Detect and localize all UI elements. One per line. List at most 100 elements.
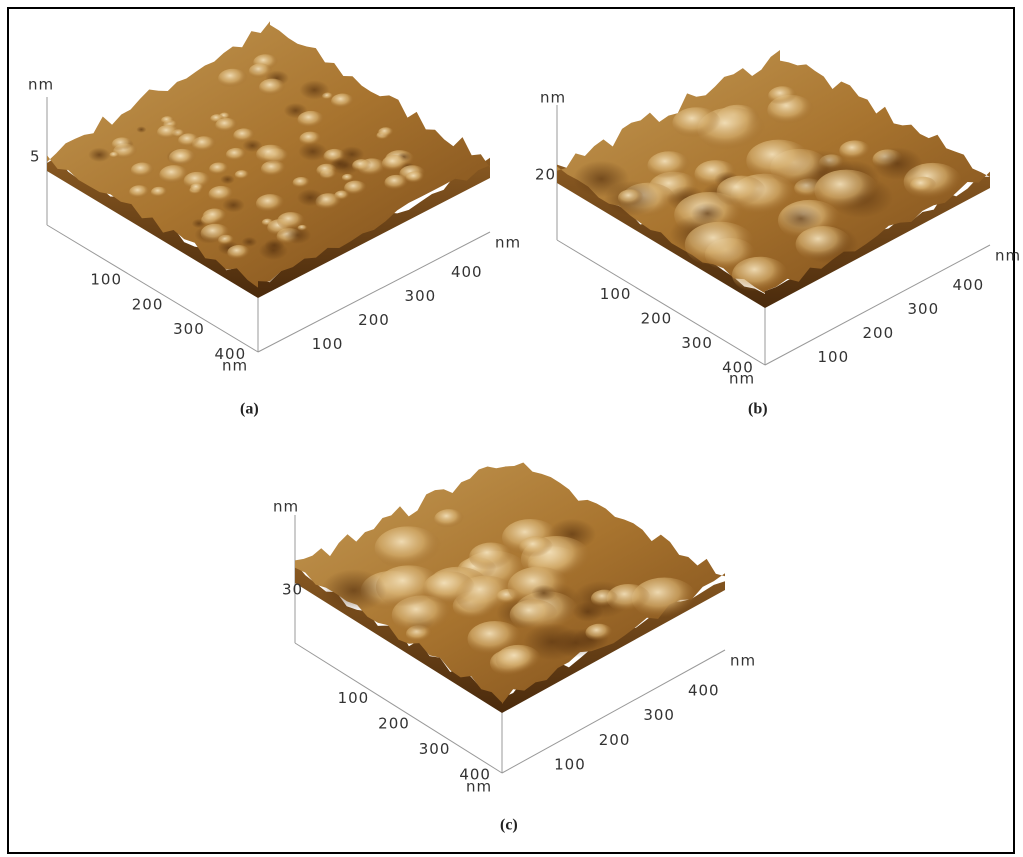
surface-pit <box>208 185 235 203</box>
y-axis <box>257 231 491 353</box>
surface-bump <box>299 131 322 147</box>
surface-bump <box>495 644 542 675</box>
surface-bump <box>159 165 190 185</box>
panel-label: (b) <box>748 401 768 418</box>
surface-bump <box>297 110 325 129</box>
surface-bump <box>227 245 251 261</box>
surface-bump <box>202 208 228 225</box>
x-axis <box>46 224 259 353</box>
x-tick-label: 100 <box>338 689 370 707</box>
surface-bump <box>258 78 286 97</box>
surface-bump <box>352 159 372 173</box>
z-tick-label: 30 <box>282 581 303 599</box>
frame <box>7 7 1015 854</box>
y-unit: nm <box>730 652 756 670</box>
surface-bump <box>585 623 613 642</box>
x-unit: nm <box>729 370 755 388</box>
surface-bump <box>234 170 250 180</box>
x-unit: nm <box>466 778 492 796</box>
surface-bump <box>716 175 766 208</box>
y-tick-label: 300 <box>908 300 940 318</box>
y-tick-label: 400 <box>953 276 985 294</box>
y-tick-label: 100 <box>312 335 344 353</box>
surface-bump <box>320 569 387 612</box>
z-tick-label: 5 <box>30 148 41 166</box>
surface-bump <box>190 183 205 193</box>
x-tick-label: 400 <box>214 345 246 363</box>
surface-pit <box>606 583 651 613</box>
surface-bump <box>156 124 180 140</box>
surface-bump <box>136 126 147 133</box>
surface-pit <box>258 241 288 261</box>
y-tick-label: 100 <box>554 755 586 773</box>
surface-bump <box>795 225 852 263</box>
x-tick-label: 200 <box>641 310 673 328</box>
y-tick-label: 400 <box>688 682 720 700</box>
surface-bump <box>88 147 111 162</box>
surface-pit <box>220 174 235 185</box>
surface-bump <box>523 623 581 661</box>
surface-pit <box>296 188 324 207</box>
surface-pit <box>178 133 200 148</box>
z-unit: nm <box>540 89 566 107</box>
y-tick-label: 200 <box>358 311 390 329</box>
surface-pit <box>746 139 812 182</box>
surface-bump <box>768 86 798 106</box>
y-tick-label: 200 <box>599 731 631 749</box>
x-tick-label: 200 <box>132 295 164 313</box>
surface-bump <box>374 526 442 570</box>
surface-bump <box>617 189 644 207</box>
x-tick-label: 400 <box>722 359 754 377</box>
y-axis <box>764 244 991 366</box>
x-tick-label: 400 <box>459 765 491 783</box>
surface-bump <box>331 93 355 109</box>
x-tick-label: 100 <box>600 285 632 303</box>
surface-bump <box>839 140 871 161</box>
surface-bump <box>378 127 394 138</box>
surface-bump <box>277 212 306 231</box>
x-tick-label: 100 <box>90 270 122 288</box>
x-tick-label: 200 <box>378 714 410 732</box>
y-tick-label: 400 <box>451 263 483 281</box>
surface-pit <box>631 577 697 620</box>
x-axis <box>294 642 503 774</box>
surface-bump <box>160 116 175 125</box>
surface-pit <box>218 68 248 89</box>
surface-bump <box>222 197 245 213</box>
z-unit: nm <box>273 498 299 516</box>
surface-pit <box>150 186 168 198</box>
surface-pit <box>509 599 558 631</box>
y-tick-label: 200 <box>863 324 895 342</box>
panel-label: (a) <box>240 401 259 418</box>
surface-bump <box>292 176 311 189</box>
surface-bump <box>573 160 630 198</box>
surface-bump <box>405 171 425 184</box>
surface-bump <box>111 137 134 152</box>
surface-bump <box>255 194 286 214</box>
x-tick-label: 300 <box>173 320 205 338</box>
x-axis <box>556 239 766 366</box>
surface-bump <box>344 180 367 196</box>
surface-bump <box>375 565 443 609</box>
surface-bump <box>200 223 231 243</box>
y-tick-label: 300 <box>405 287 437 305</box>
z-unit: nm <box>28 76 54 94</box>
y-unit: nm <box>995 247 1021 265</box>
surface-bump <box>519 536 554 559</box>
y-unit: nm <box>495 234 521 252</box>
surface-bump <box>684 221 756 268</box>
surface-bump <box>260 160 287 178</box>
surface-bump <box>339 146 365 163</box>
surface-bump <box>572 601 604 622</box>
surface-pit <box>129 185 150 199</box>
x-tick-label: 300 <box>419 740 451 758</box>
surface-bump <box>871 147 923 181</box>
surface-pit <box>256 144 287 165</box>
y-axis <box>501 649 726 774</box>
surface-bump <box>909 176 937 195</box>
surface-bump <box>298 142 328 161</box>
surface-bump <box>814 169 879 212</box>
surface-pit <box>381 154 409 173</box>
